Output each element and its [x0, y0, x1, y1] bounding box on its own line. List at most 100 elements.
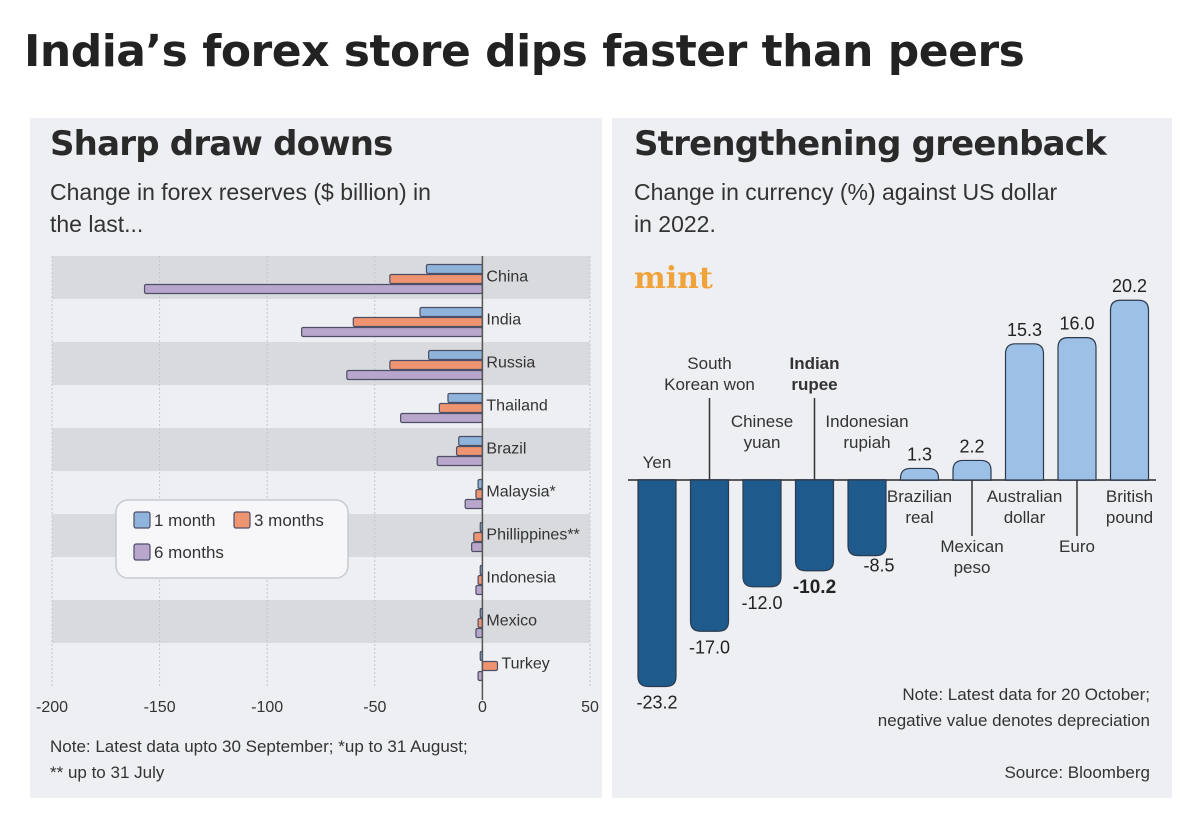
left-chart-note: Note: Latest data upto 30 September; *up…: [50, 734, 468, 786]
bar-1-month: [419, 306, 484, 318]
category-label: Mexico: [486, 613, 537, 630]
category-label: peso: [954, 558, 991, 577]
row-band: [52, 428, 590, 471]
bar-6-months: [475, 627, 484, 639]
currency-bar: [899, 467, 940, 481]
page-title: India’s forex store dips faster than pee…: [24, 26, 1025, 77]
right-chart-note: Note: Latest data for 20 October; negati…: [878, 682, 1150, 734]
category-label: Euro: [1059, 537, 1095, 556]
bar-1-month: [425, 263, 483, 275]
currency-bar: [1057, 337, 1097, 481]
category-label: Mexican: [940, 537, 1003, 556]
value-label: -17.0: [689, 637, 730, 657]
category-label: Yen: [643, 453, 672, 472]
legend-swatch: [233, 511, 251, 529]
bar-6-months: [346, 369, 484, 381]
bar-6-months: [143, 283, 484, 295]
left-subtitle-line: the last...: [50, 211, 144, 237]
bar-3-months: [352, 316, 483, 328]
currency-bar: [742, 479, 782, 588]
left-subtitle-line: Change in forex reserves ($ billion) in: [50, 179, 431, 205]
currency-bar: [794, 479, 835, 572]
value-label: -23.2: [636, 692, 677, 712]
x-tick-label: 0: [478, 699, 487, 716]
legend-swatch: [133, 511, 151, 529]
x-tick-label: -200: [36, 699, 68, 716]
currency-bar: [1004, 343, 1045, 481]
category-label: rupiah: [843, 433, 890, 452]
bar-1-month: [447, 392, 483, 404]
bar-1-month: [428, 349, 484, 361]
bar-6-months: [464, 498, 483, 510]
currency-change-chart: -23.2 -17.0 -12.0 -10.2 -8.5 1.3 2.2 15.3 16.0 20…: [628, 276, 1156, 712]
category-label: real: [905, 508, 933, 527]
currency-bar: [689, 479, 730, 632]
category-label: India: [486, 312, 521, 329]
category-label: dollar: [1004, 508, 1046, 527]
left-note-line: Note: Latest data upto 30 September; *up…: [50, 737, 468, 756]
bar-3-months: [389, 359, 484, 371]
category-label: Turkey: [501, 656, 549, 673]
bar-6-months: [436, 455, 484, 467]
category-label: South: [687, 354, 731, 373]
bar-3-months: [475, 488, 484, 500]
left-chart-panel: Sharp draw downs Change in forex reserve…: [30, 118, 602, 798]
bar-3-months: [473, 531, 483, 543]
right-note-line: Note: Latest data for 20 October;: [902, 685, 1150, 704]
currency-bar: [952, 459, 992, 481]
mint-logo: mint: [634, 261, 713, 296]
bar-1-month: [458, 435, 483, 447]
value-label: 20.2: [1112, 276, 1147, 296]
legend-box: [115, 499, 349, 579]
right-note-line: negative value denotes depreciation: [877, 711, 1150, 730]
bar-6-months: [400, 412, 483, 424]
category-label: Brazilian: [887, 487, 952, 506]
bar-6-months: [475, 584, 484, 596]
bar-6-months: [471, 541, 484, 553]
x-tick-label: 50: [581, 699, 599, 716]
left-note-line: ** up to 31 July: [50, 763, 165, 782]
category-label: Korean won: [664, 375, 755, 394]
value-label: 16.0: [1059, 314, 1094, 334]
value-label: 15.3: [1007, 320, 1042, 340]
category-label: China: [486, 269, 528, 286]
bar-3-months: [481, 660, 499, 672]
left-chart-title: Sharp draw downs: [50, 124, 393, 164]
category-label: Phillippines**: [486, 527, 579, 544]
right-subtitle-line: Change in currency (%) against US dollar: [634, 179, 1058, 205]
forex-reserves-chart: China India Russia Thailand Brazil Malaysia* P…: [36, 256, 599, 716]
left-chart-subtitle: Change in forex reserves ($ billion) in …: [50, 176, 431, 240]
row-band: [52, 342, 590, 385]
category-label: Indian: [789, 354, 839, 373]
right-chart-panel: Strengthening greenback Change in curren…: [612, 118, 1172, 798]
value-label: -8.5: [863, 556, 894, 576]
category-label: British: [1106, 487, 1153, 506]
category-label: Australian: [987, 487, 1063, 506]
right-chart-subtitle: Change in currency (%) against US dollar…: [634, 176, 1057, 240]
right-subtitle-line: in 2022.: [634, 211, 716, 237]
legend-label: 1 month: [154, 511, 215, 530]
category-label: yuan: [744, 433, 781, 452]
legend-label: 3 months: [254, 511, 324, 530]
x-tick-label: -100: [251, 699, 283, 716]
currency-bar: [1109, 299, 1150, 481]
value-label: 1.3: [907, 444, 932, 464]
bar-3-months: [438, 402, 483, 414]
category-label: Malaysia*: [486, 484, 555, 501]
category-label: pound: [1106, 508, 1153, 527]
right-chart-title: Strengthening greenback: [634, 124, 1107, 164]
category-label: Indonesia: [486, 570, 555, 587]
x-tick-label: -50: [363, 699, 386, 716]
legend-swatch: [133, 543, 151, 561]
x-tick-label: -150: [144, 699, 176, 716]
row-band: [52, 600, 590, 643]
category-label: Chinese: [731, 412, 793, 431]
category-label: Russia: [486, 355, 535, 372]
currency-bar: [637, 479, 677, 688]
currency-bar: [847, 479, 887, 557]
bar-3-months: [455, 445, 483, 457]
value-label: 2.2: [959, 436, 984, 456]
value-label: -10.2: [793, 577, 836, 598]
value-label: -12.0: [741, 593, 782, 613]
category-label: Indonesian: [825, 412, 908, 431]
